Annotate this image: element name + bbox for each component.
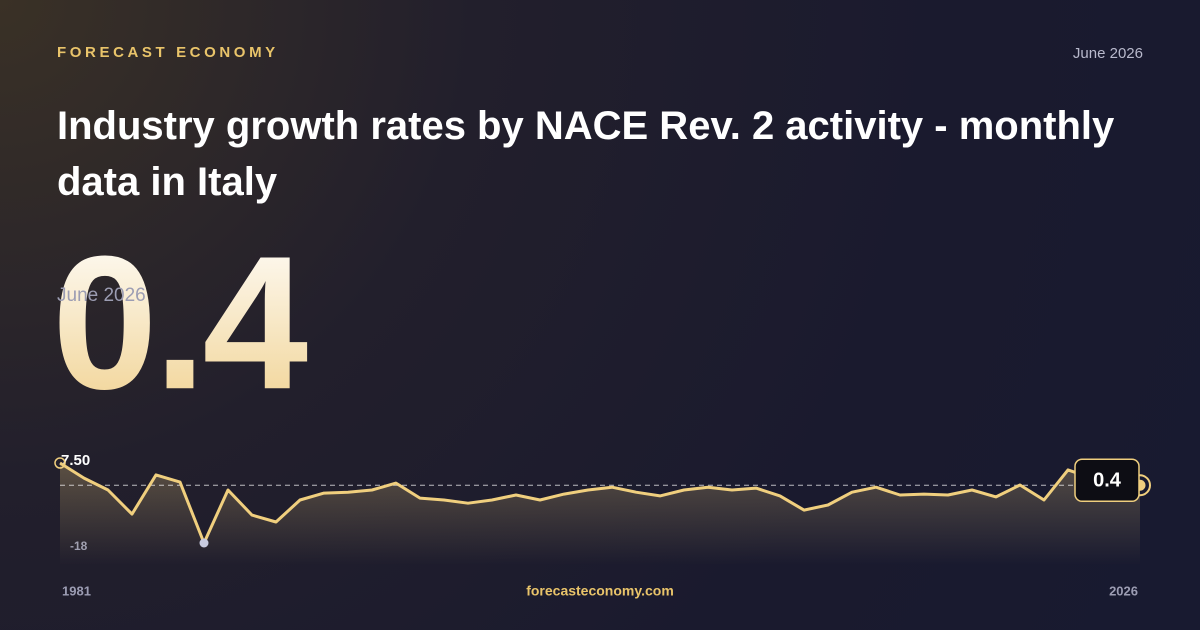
headline-label: June 2026 — [57, 285, 146, 306]
y-tick-label: 7.50 — [61, 452, 90, 469]
date: June 2026 — [1073, 45, 1143, 62]
footer: forecasteconomy.com — [526, 583, 674, 599]
x-tick-label: 1981 — [62, 583, 91, 598]
start-marker — [54, 457, 66, 469]
title: Industry growth rates by NACE Rev. 2 act… — [57, 104, 1115, 204]
brand: FORECAST ECONOMY — [57, 44, 279, 61]
value-badge-label: 0.4 — [1093, 470, 1122, 492]
min-marker — [199, 538, 209, 548]
x-tick-label: 2026 — [1109, 583, 1138, 598]
line — [59, 461, 1141, 545]
value-badge — [1074, 458, 1140, 503]
area-fill — [60, 463, 1140, 565]
headline-value: 0.4 — [52, 217, 307, 429]
